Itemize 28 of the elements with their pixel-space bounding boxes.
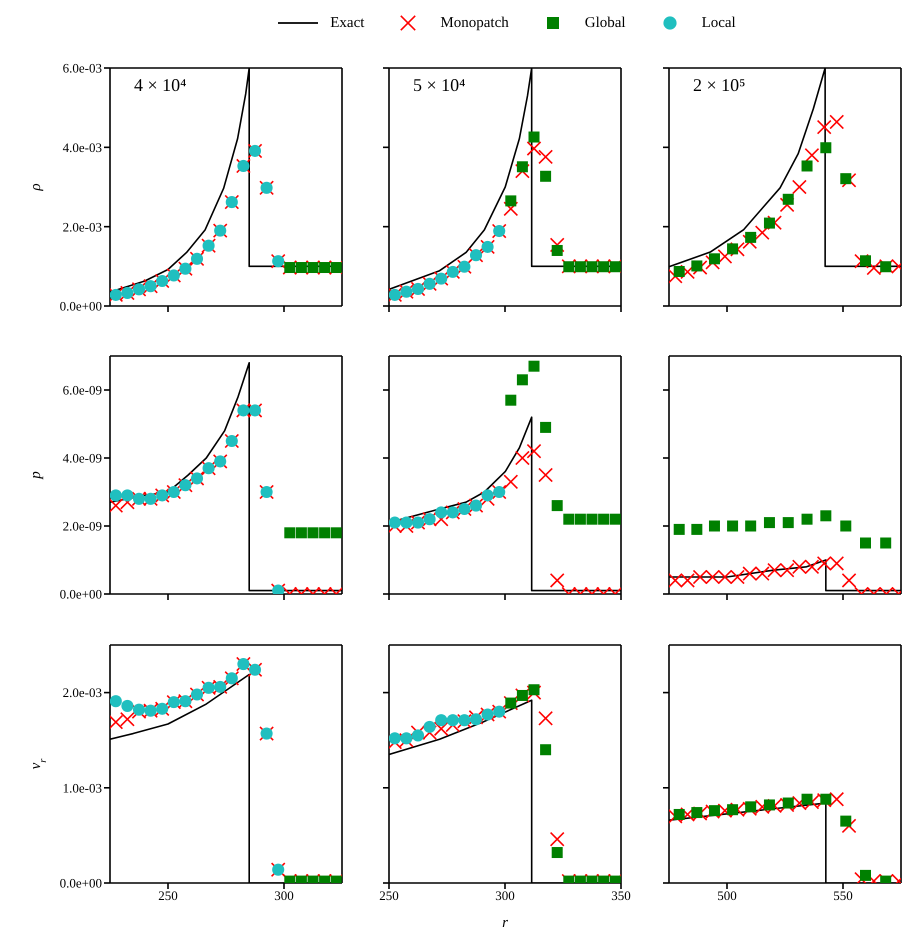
y-tick-label: 0.0e+00 (60, 586, 102, 602)
y-tick-label: 0.0e+00 (60, 876, 102, 891)
y-tick-label: 6.0e-03 (62, 60, 102, 76)
legend-label: Local (702, 14, 736, 32)
y-tick-label: 4.0e-03 (62, 140, 102, 155)
legend-label: Monopatch (440, 14, 509, 32)
x-tick-label: 500 (717, 888, 737, 904)
y-tick-label: 2.0e-09 (62, 518, 102, 534)
x-tick-label: 550 (833, 888, 853, 904)
annotation: 4 × 10⁴ (134, 75, 186, 96)
y-tick-label: 1.0e-03 (62, 780, 102, 796)
y-axis-title: p (28, 470, 44, 480)
annotation: 2 × 10⁵ (693, 75, 746, 96)
x-axis-title: r (502, 915, 508, 931)
annotation: 5 × 10⁴ (413, 75, 466, 96)
legend-label: Exact (330, 14, 364, 32)
x-tick-label: 350 (611, 888, 631, 904)
y-tick-label: 6.0e-09 (62, 382, 102, 398)
x-tick-label: 250 (158, 888, 178, 904)
x-tick-label: 300 (274, 888, 294, 904)
x-tick-label: 250 (379, 888, 399, 904)
legend-label: Global (584, 14, 626, 32)
x-tick-label: 300 (495, 888, 515, 904)
y-axis-title: ρ (28, 183, 44, 192)
y-tick-label: 4.0e-09 (62, 450, 102, 466)
y-tick-label: 2.0e-03 (62, 685, 102, 700)
y-tick-label: 2.0e-03 (62, 219, 102, 234)
y-tick-label: 0.0e+00 (60, 298, 102, 314)
